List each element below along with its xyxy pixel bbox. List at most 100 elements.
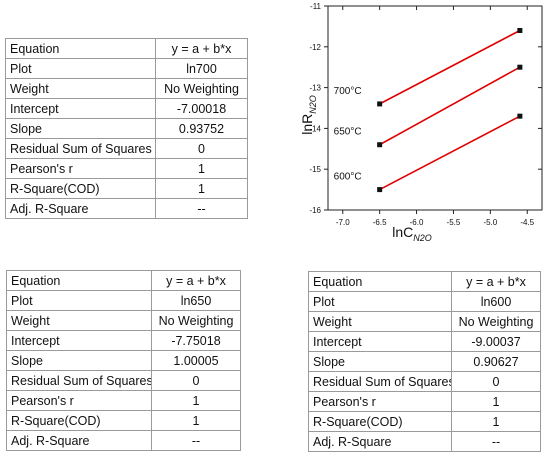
fit-results-table-600: Equation y = a + b*x Plot ln600 Weight No Wei…: [308, 271, 541, 452]
parameter-value: 1: [151, 390, 241, 411]
parameter-label: Plot: [5, 58, 156, 79]
table-row: R-Square(COD) 1: [5, 178, 248, 199]
x-tick-label: -6.5: [373, 218, 387, 227]
parameter-value: y = a + b*x: [155, 38, 248, 59]
table-row: Adj. R-Square --: [5, 198, 248, 219]
parameter-label: Residual Sum of Squares: [5, 138, 156, 159]
table-row: Plot ln700: [5, 58, 248, 79]
table-row: Plot ln650: [6, 290, 241, 311]
parameter-value: ln600: [451, 291, 541, 312]
parameter-value: y = a + b*x: [451, 271, 541, 292]
parameter-value: ln700: [155, 58, 248, 79]
fit-results-table-700: Equation y = a + b*x Plot ln700 Weight No Wei…: [5, 38, 248, 219]
table-row: Adj. R-Square --: [308, 431, 541, 452]
x-tick-label: -7.0: [336, 218, 350, 227]
table-row: Intercept -7.75018: [6, 330, 241, 351]
table-row: Intercept -9.00037: [308, 331, 541, 352]
data-point: [517, 113, 523, 119]
parameter-value: 1: [451, 391, 541, 412]
table-row: Weight No Weighting: [5, 78, 248, 99]
series-line: [379, 66, 521, 146]
parameter-value: No Weighting: [155, 78, 248, 99]
y-tick-label: -16: [309, 206, 321, 215]
parameter-label: Weight: [6, 310, 152, 331]
ln-rate-vs-ln-concentration-chart: -7.0 -6.5 -6.0 -5.5 -5.0 -4.5 -16 -15 -14 -13 -12…: [299, 2, 543, 243]
x-axis-label: lnCN2O: [392, 224, 432, 243]
x-tick-label: -6.0: [410, 218, 424, 227]
x-tick-label: -4.5: [520, 218, 534, 227]
parameter-value: ln650: [151, 290, 241, 311]
parameter-label: Adj. R-Square: [308, 431, 452, 452]
parameter-value: 0.93752: [155, 118, 248, 139]
parameter-value: 1: [151, 410, 241, 431]
parameter-label: Intercept: [6, 330, 152, 351]
fit-results-table-650: Equation y = a + b*x Plot ln650 Weight No Wei…: [6, 270, 241, 451]
parameter-value: No Weighting: [151, 310, 241, 331]
y-tick-label: -12: [309, 43, 321, 52]
y-axis-ticks: -16 -15 -14 -13 -12 -11: [309, 2, 542, 215]
parameter-label: Plot: [308, 291, 452, 312]
data-point: [377, 187, 383, 193]
parameter-value: 1: [155, 158, 248, 179]
parameter-label: Equation: [5, 38, 156, 59]
table-row: Slope 0.93752: [5, 118, 248, 139]
table-row: Weight No Weighting: [308, 311, 541, 332]
table-row: Residual Sum of Squares 0: [5, 138, 248, 159]
y-axis-label: lnRN2O: [299, 95, 318, 135]
parameter-value: 1.00005: [151, 350, 241, 371]
parameter-label: R-Square(COD): [5, 178, 156, 199]
x-axis-ticks: -7.0 -6.5 -6.0 -5.5 -5.0 -4.5: [336, 6, 535, 227]
parameter-label: Intercept: [5, 98, 156, 119]
parameter-label: Pearson's r: [6, 390, 152, 411]
parameter-label: Adj. R-Square: [5, 198, 156, 219]
data-point: [377, 142, 383, 148]
parameter-value: 0: [155, 138, 248, 159]
table-row: Equation y = a + b*x: [6, 270, 241, 291]
table-row: R-Square(COD) 1: [308, 411, 541, 432]
table-row: Intercept -7.00018: [5, 98, 248, 119]
table-row: Adj. R-Square --: [6, 430, 241, 451]
chart-axes: [327, 5, 543, 211]
parameter-label: Equation: [308, 271, 452, 292]
parameter-label: Weight: [308, 311, 452, 332]
parameter-label: Plot: [6, 290, 152, 311]
parameter-value: --: [151, 430, 241, 451]
y-tick-label: -15: [309, 165, 321, 174]
parameter-label: Weight: [5, 78, 156, 99]
parameter-value: --: [155, 198, 248, 219]
y-tick-label: -14: [309, 124, 321, 133]
table-row: Weight No Weighting: [6, 310, 241, 331]
table-row: R-Square(COD) 1: [6, 410, 241, 431]
series-line: [379, 29, 521, 105]
parameter-label: Slope: [6, 350, 152, 371]
series-label: 650°C: [334, 127, 362, 138]
table-row: Equation y = a + b*x: [5, 38, 248, 59]
x-tick-label: -5.5: [447, 218, 461, 227]
parameter-label: Pearson's r: [5, 158, 156, 179]
parameter-label: Intercept: [308, 331, 452, 352]
series-line: [379, 115, 521, 191]
parameter-value: 0.90627: [451, 351, 541, 372]
y-tick-label: -11: [310, 2, 322, 11]
parameter-label: R-Square(COD): [308, 411, 452, 432]
plot-frame: [327, 5, 543, 211]
table-row: Residual Sum of Squares 0: [6, 370, 241, 391]
table-row: Residual Sum of Squares 0: [308, 371, 541, 392]
parameter-label: Slope: [5, 118, 156, 139]
parameter-value: -7.00018: [155, 98, 248, 119]
data-point: [517, 27, 523, 33]
parameter-value: 0: [151, 370, 241, 391]
parameter-label: Equation: [6, 270, 152, 291]
parameter-label: R-Square(COD): [6, 410, 152, 431]
data-point: [517, 64, 523, 70]
parameter-value: --: [451, 431, 541, 452]
parameter-value: 1: [451, 411, 541, 432]
table-row: Slope 0.90627: [308, 351, 541, 372]
parameter-label: Residual Sum of Squares: [308, 371, 452, 392]
data-point: [377, 101, 383, 107]
x-tick-label: -5.0: [483, 218, 497, 227]
chart-series: 700°C 650°C 600°C: [334, 27, 523, 193]
parameter-value: 1: [155, 178, 248, 199]
